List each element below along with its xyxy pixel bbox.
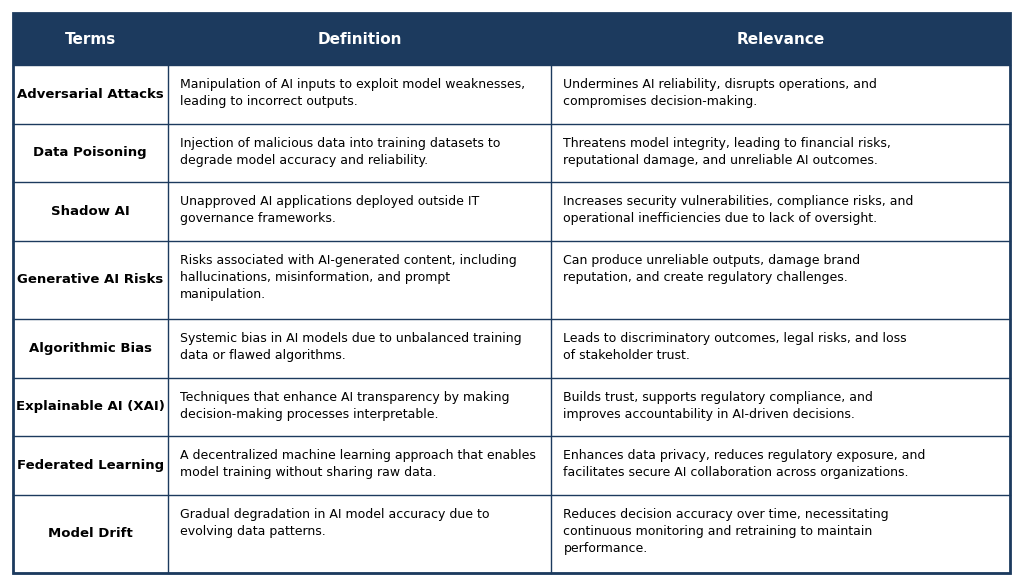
Text: Explainable AI (XAI): Explainable AI (XAI) bbox=[15, 400, 165, 413]
Bar bbox=[13, 124, 1010, 182]
Text: Relevance: Relevance bbox=[737, 32, 825, 46]
Text: Increases security vulnerabilities, compliance risks, and
operational inefficien: Increases security vulnerabilities, comp… bbox=[564, 195, 914, 225]
Text: Shadow AI: Shadow AI bbox=[51, 205, 130, 218]
Text: Threatens model integrity, leading to financial risks,
reputational damage, and : Threatens model integrity, leading to fi… bbox=[564, 137, 891, 166]
Bar bbox=[13, 241, 1010, 319]
Text: Leads to discriminatory outcomes, legal risks, and loss
of stakeholder trust.: Leads to discriminatory outcomes, legal … bbox=[564, 332, 907, 362]
Bar bbox=[13, 319, 1010, 377]
Bar bbox=[13, 436, 1010, 495]
Text: Unapproved AI applications deployed outside IT
governance frameworks.: Unapproved AI applications deployed outs… bbox=[179, 195, 479, 225]
Text: A decentralized machine learning approach that enables
model training without sh: A decentralized machine learning approac… bbox=[179, 449, 535, 479]
Text: Builds trust, supports regulatory compliance, and
improves accountability in AI-: Builds trust, supports regulatory compli… bbox=[564, 391, 874, 421]
Text: Gradual degradation in AI model accuracy due to
evolving data patterns.: Gradual degradation in AI model accuracy… bbox=[179, 507, 489, 538]
Bar bbox=[13, 65, 1010, 124]
Text: Definition: Definition bbox=[317, 32, 402, 46]
Bar bbox=[13, 182, 1010, 241]
Bar bbox=[13, 13, 1010, 65]
Text: Generative AI Risks: Generative AI Risks bbox=[17, 273, 164, 287]
Bar bbox=[13, 495, 1010, 573]
Text: Terms: Terms bbox=[64, 32, 116, 46]
Text: Enhances data privacy, reduces regulatory exposure, and
facilitates secure AI co: Enhances data privacy, reduces regulator… bbox=[564, 449, 926, 479]
Bar bbox=[13, 377, 1010, 436]
Text: Manipulation of AI inputs to exploit model weaknesses,
leading to incorrect outp: Manipulation of AI inputs to exploit mod… bbox=[179, 78, 525, 108]
Text: Undermines AI reliability, disrupts operations, and
compromises decision-making.: Undermines AI reliability, disrupts oper… bbox=[564, 78, 878, 108]
Text: Techniques that enhance AI transparency by making
decision-making processes inte: Techniques that enhance AI transparency … bbox=[179, 391, 509, 421]
Text: Federated Learning: Federated Learning bbox=[16, 459, 164, 472]
Text: Adversarial Attacks: Adversarial Attacks bbox=[17, 88, 164, 101]
Text: Reduces decision accuracy over time, necessitating
continuous monitoring and ret: Reduces decision accuracy over time, nec… bbox=[564, 507, 889, 555]
Text: Data Poisoning: Data Poisoning bbox=[34, 146, 147, 159]
Text: Can produce unreliable outputs, damage brand
reputation, and create regulatory c: Can produce unreliable outputs, damage b… bbox=[564, 254, 860, 284]
Text: Model Drift: Model Drift bbox=[48, 527, 133, 540]
Text: Injection of malicious data into training datasets to
degrade model accuracy and: Injection of malicious data into trainin… bbox=[179, 137, 500, 166]
Text: Algorithmic Bias: Algorithmic Bias bbox=[29, 342, 151, 355]
Text: Systemic bias in AI models due to unbalanced training
data or flawed algorithms.: Systemic bias in AI models due to unbala… bbox=[179, 332, 521, 362]
Text: Risks associated with AI-generated content, including
hallucinations, misinforma: Risks associated with AI-generated conte… bbox=[179, 254, 517, 301]
